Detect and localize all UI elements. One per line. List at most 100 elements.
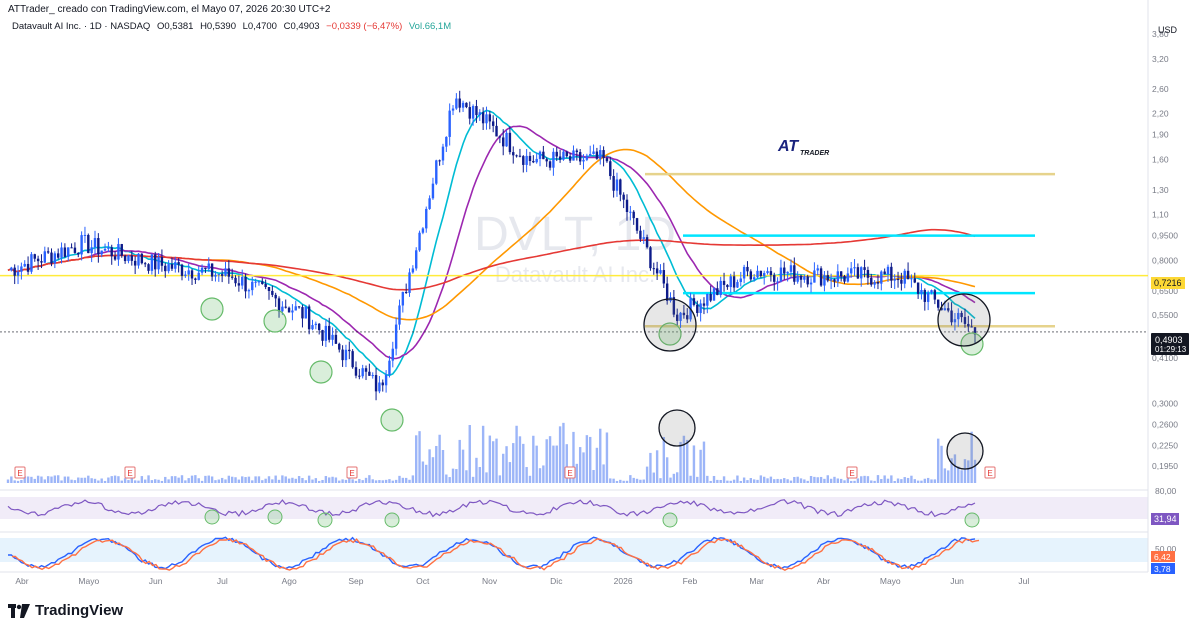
candle-body — [200, 267, 204, 273]
svg-text:E: E — [349, 469, 354, 478]
candle-body — [950, 310, 953, 323]
candle-body — [853, 267, 856, 269]
candle-body — [73, 247, 77, 253]
volume-bar — [806, 480, 809, 483]
candle-body — [70, 247, 73, 249]
volume-bar — [799, 478, 803, 483]
volume-bar — [676, 472, 679, 483]
volume-bar — [200, 480, 204, 483]
volume-bar — [23, 476, 26, 483]
volume-bar — [374, 480, 378, 483]
candle-body — [445, 136, 448, 147]
svg-text:AT: AT — [777, 138, 799, 155]
candle-body — [237, 283, 241, 286]
candle-body — [870, 277, 873, 285]
volume-bar — [234, 477, 237, 483]
volume-bar — [224, 479, 227, 483]
candle-body — [910, 278, 913, 280]
chart-area[interactable]: DVLT, 1D Datavault AI Inc. E E E E E E 3,80 3,… — [0, 0, 1200, 595]
volume-bar — [967, 460, 970, 483]
candle-body — [886, 266, 890, 275]
volume-bar — [749, 478, 753, 483]
candle-body — [197, 272, 200, 280]
volume-bar — [940, 445, 943, 483]
symbol-name[interactable]: Datavault AI Inc. · 1D · NASDAQ — [12, 21, 151, 32]
ohlc-low: L0,4700 — [242, 21, 277, 32]
volume-bar — [595, 447, 599, 483]
candle-body — [609, 161, 612, 177]
volume-bar — [622, 480, 625, 483]
volume-bar — [903, 477, 906, 483]
volume-bar — [883, 475, 886, 483]
candle-body — [816, 268, 819, 271]
stoch-d-tag: 3,78 — [1151, 563, 1175, 574]
volume-bar — [421, 461, 425, 483]
candle-body — [107, 247, 110, 249]
volume-bar — [615, 480, 619, 483]
candle-body — [963, 317, 967, 324]
candle-body — [749, 271, 753, 280]
candle-body — [829, 279, 833, 281]
candle-body — [257, 281, 261, 283]
volume-bar — [404, 477, 408, 483]
volume-bar — [297, 476, 301, 483]
price-axis-tick: 0,8000 — [1152, 256, 1178, 266]
volume-bar — [488, 435, 492, 483]
time-axis-label: Jul — [1018, 576, 1029, 586]
volume-bar — [886, 478, 890, 483]
svg-text:3,78: 3,78 — [1154, 564, 1171, 574]
volume-bar — [679, 441, 682, 483]
volume-bar — [294, 478, 297, 483]
candle-body — [113, 256, 117, 260]
volume-bar — [558, 426, 562, 483]
green-signal-circle — [380, 408, 404, 432]
volume-bar — [910, 475, 913, 483]
tradingview-logo[interactable]: TradingView — [8, 602, 123, 619]
candle-body — [451, 108, 455, 111]
candle-body — [752, 277, 756, 280]
candle-body — [194, 278, 197, 280]
candle-body — [860, 267, 863, 279]
volume-bar — [652, 472, 655, 483]
candle-body — [425, 208, 428, 229]
price-axis-tick: 0,1950 — [1152, 461, 1178, 471]
candle-body — [170, 264, 174, 269]
price-axis-tick: 0,2250 — [1152, 440, 1178, 450]
time-axis-label: 2026 — [614, 576, 633, 586]
candle-body — [686, 315, 689, 320]
candle-body — [863, 267, 866, 270]
candle-body — [836, 271, 840, 282]
volume-bar — [281, 475, 284, 483]
green-signal-circle — [263, 309, 287, 333]
candle-body — [364, 368, 368, 372]
candle-body — [642, 237, 645, 239]
candle-body — [344, 349, 348, 361]
candle-body — [736, 282, 739, 288]
candle-body — [133, 260, 137, 266]
candle-body — [421, 228, 425, 233]
candle-body — [418, 232, 421, 251]
candle-body — [384, 374, 388, 386]
volume-bar — [860, 476, 863, 483]
candle-body — [776, 281, 779, 283]
time-axis-label: Mar — [749, 576, 764, 586]
volume-bar — [133, 480, 137, 483]
volume-bar — [639, 479, 642, 483]
candle-body — [485, 114, 488, 124]
candle-body — [595, 151, 599, 159]
volume-bar — [896, 478, 900, 483]
time-axis-label: Mayo — [78, 576, 99, 586]
candle-body — [157, 257, 160, 270]
candle-body — [341, 349, 344, 361]
candle-body — [696, 304, 699, 313]
volume-bar — [759, 475, 763, 483]
volume-bar — [431, 457, 435, 483]
candle-body — [779, 267, 783, 282]
candle-body — [287, 307, 291, 313]
candle-body — [97, 238, 100, 255]
candle-body — [639, 230, 642, 239]
price-axis-tick: 0,4100 — [1152, 353, 1178, 363]
candle-body — [665, 283, 669, 301]
volume-bar — [809, 475, 813, 483]
chart-header-title: ATTrader_ creado con TradingView.com, el… — [8, 4, 331, 15]
